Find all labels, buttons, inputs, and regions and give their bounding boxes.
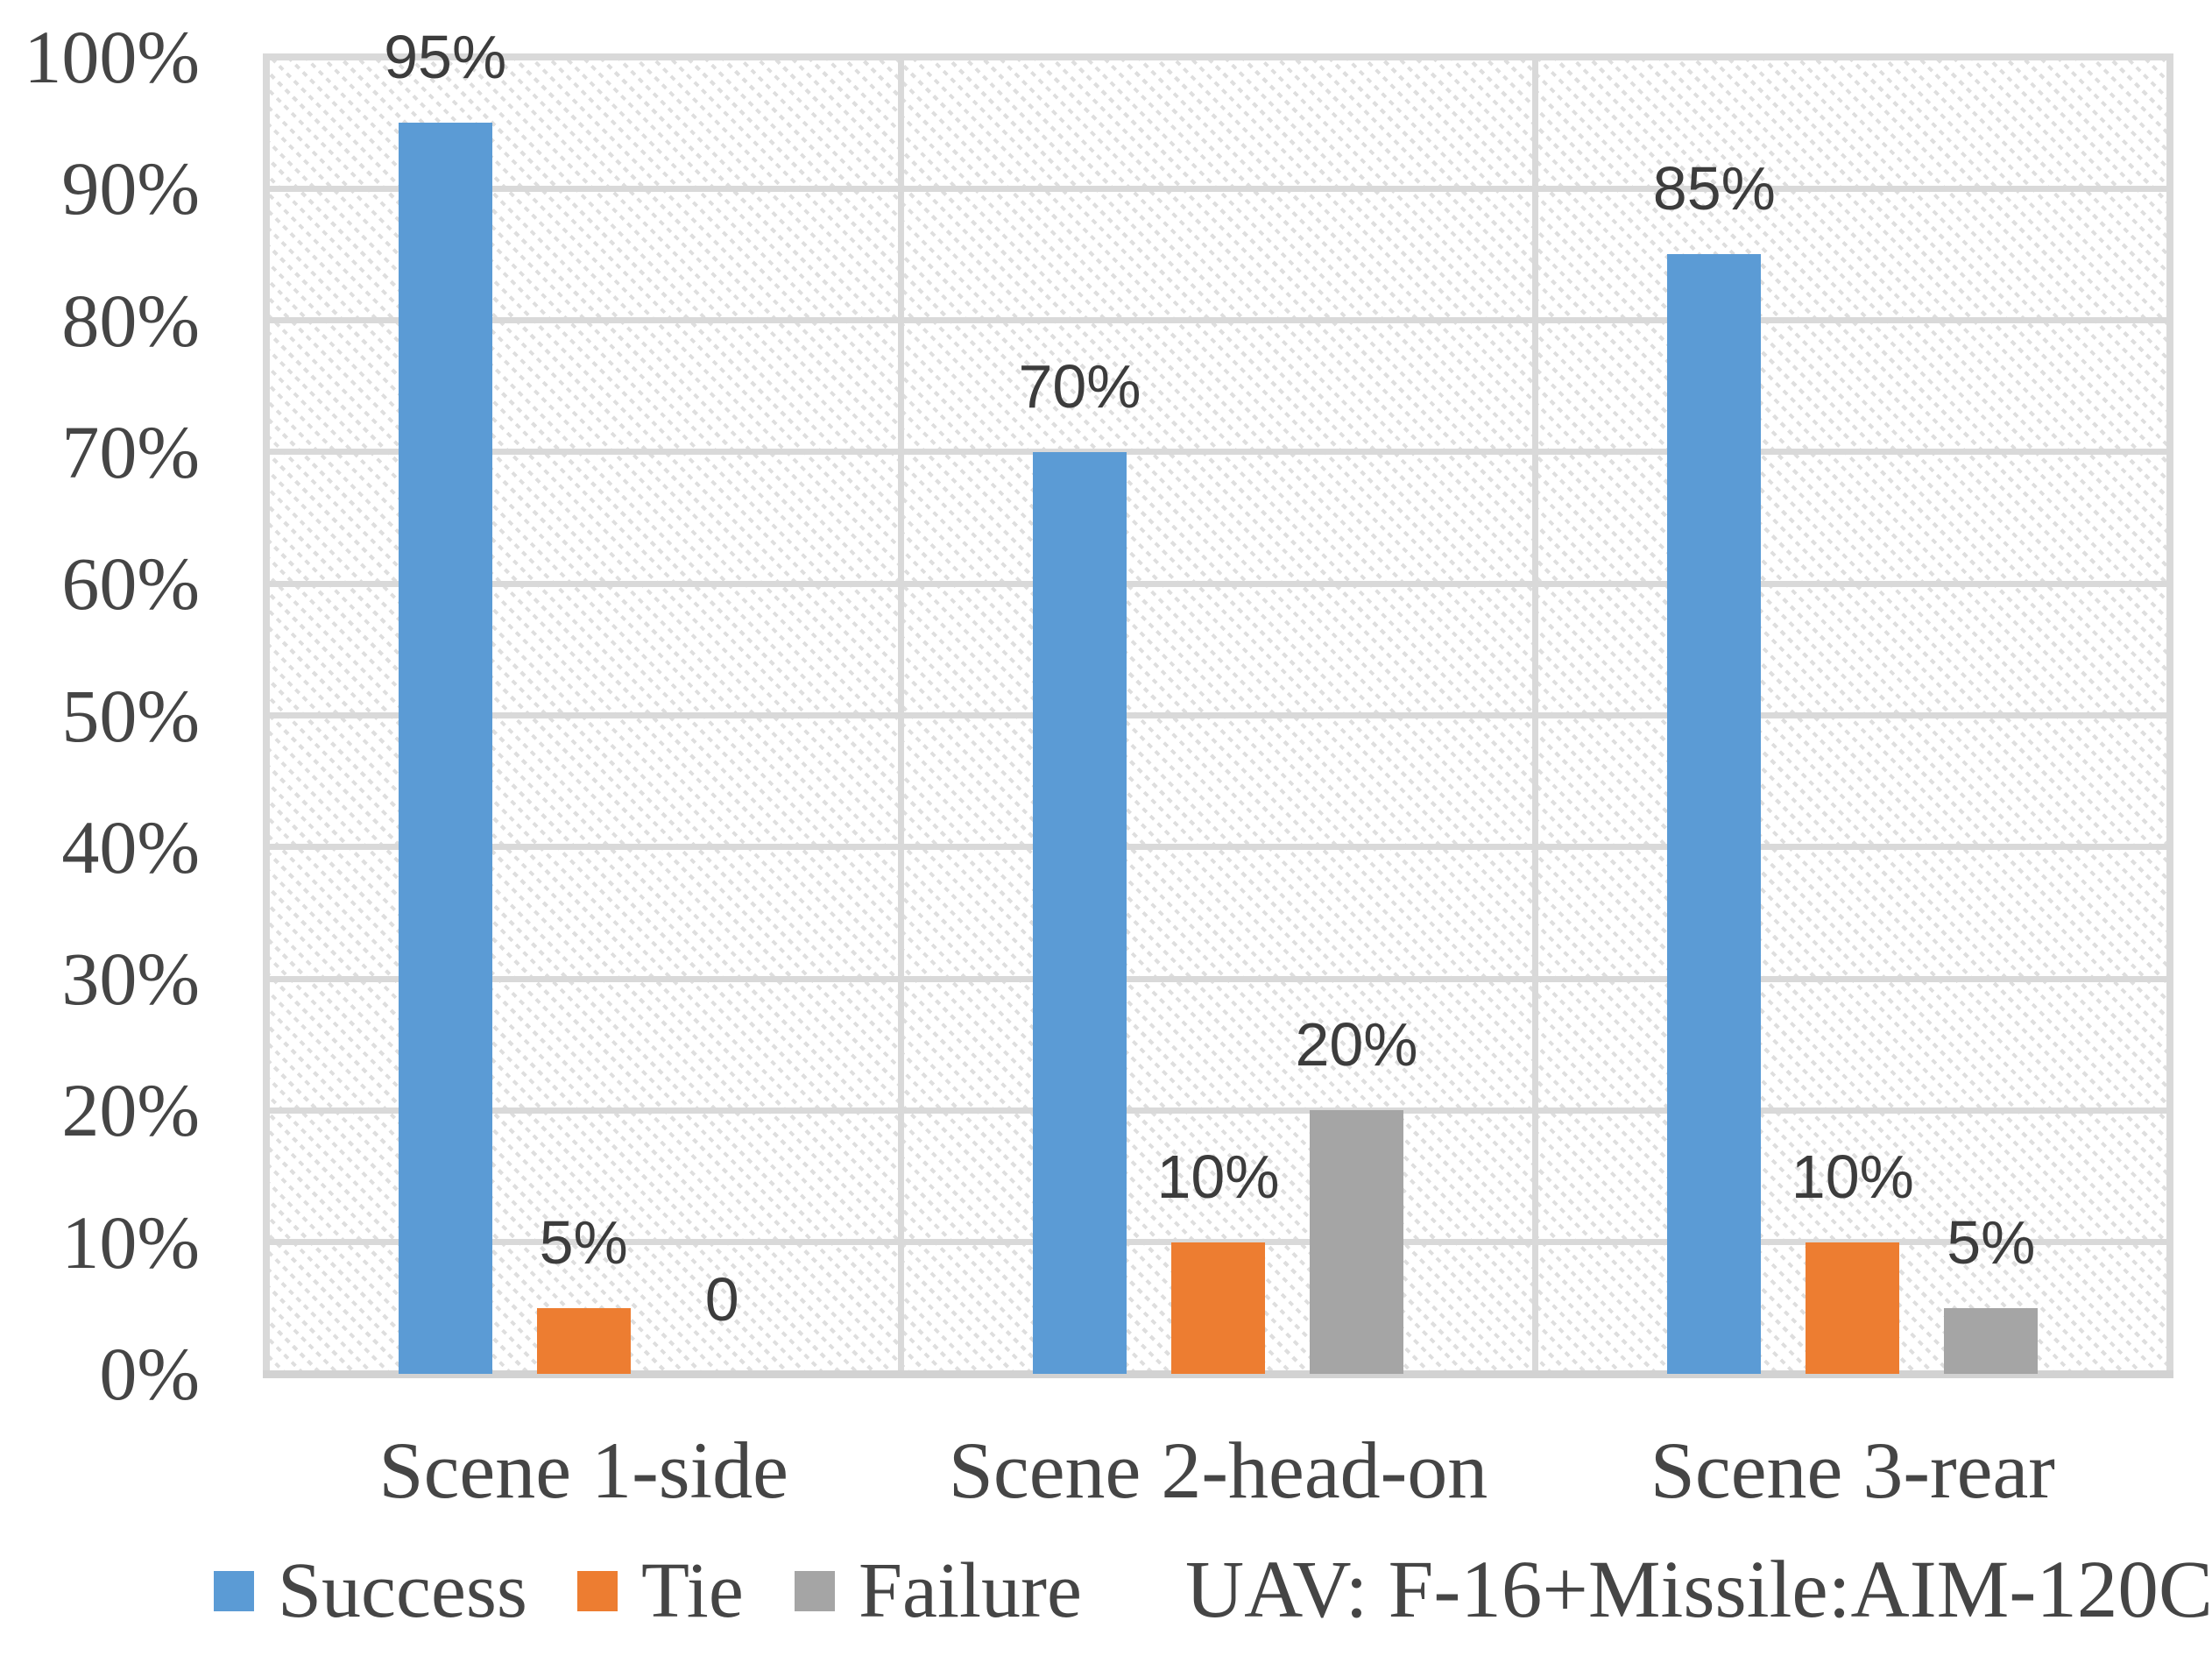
legend-swatch-failure [795,1571,835,1611]
y-tick-label: 100% [24,15,200,99]
horizontal-gridline [266,449,2170,456]
plot-border-left [263,53,270,1377]
horizontal-gridline [266,844,2170,851]
horizontal-gridline [266,975,2170,982]
legend-item-tie: Tie [577,1544,744,1638]
bar-tie [536,1307,631,1374]
y-tick-label: 50% [61,673,200,758]
horizontal-gridline [266,1239,2170,1246]
bar-failure [1310,1110,1403,1374]
category-label: Scene 2-head-on [948,1426,1488,1515]
y-tick-label: 0% [99,1332,200,1416]
data-label: 5% [539,1207,628,1277]
bar-failure [1944,1307,2039,1374]
y-tick-label: 70% [61,409,200,494]
vertical-gridline [897,57,904,1374]
bar-tie [1171,1242,1265,1374]
bar-success [1033,451,1127,1374]
plot-border-top [263,53,2173,60]
y-tick-label: 10% [61,1199,200,1284]
x-axis-line [263,1370,2173,1378]
legend-label: Failure [859,1547,1082,1634]
bar-success [398,123,492,1374]
legend-item-success: Success [214,1544,527,1638]
vertical-gridline [1532,57,1539,1374]
data-label: 20% [1295,1010,1418,1079]
y-tick-label: 40% [61,804,200,889]
chart-annotation: UAV: F-16+Missile:AIM-120C [1185,1545,2212,1635]
horizontal-gridline [266,185,2170,192]
legend-item-failure: Failure [795,1544,1082,1638]
y-tick-label: 90% [61,146,200,231]
data-label: 10% [1156,1142,1280,1211]
category-label: Scene 3-rear [1650,1426,2055,1515]
bar-success [1667,254,1762,1374]
y-tick-label: 80% [61,278,200,363]
data-label: 95% [384,23,507,92]
category-label: Scene 1-side [378,1426,788,1515]
y-tick-label: 60% [61,541,200,626]
data-label: 85% [1652,154,1776,223]
bar-tie [1806,1242,1900,1374]
data-label: 0 [704,1265,739,1334]
horizontal-gridline [266,580,2170,587]
horizontal-gridline [266,1107,2170,1114]
y-tick-label: 30% [61,937,200,1022]
plot-border-right [2166,53,2173,1377]
data-label: 70% [1018,351,1141,421]
horizontal-gridline [266,317,2170,324]
legend-swatch-success [214,1571,254,1611]
data-label: 5% [1947,1207,2036,1277]
y-tick-label: 20% [61,1068,200,1153]
legend-swatch-tie [577,1571,618,1611]
legend-label: Tie [641,1547,744,1634]
horizontal-gridline [266,712,2170,718]
plot-area: 95% 5% 0 70% 10% 20% 85% 10% 5% [263,26,2173,1378]
data-label: 10% [1791,1142,1914,1211]
legend-label: Success [278,1547,527,1634]
